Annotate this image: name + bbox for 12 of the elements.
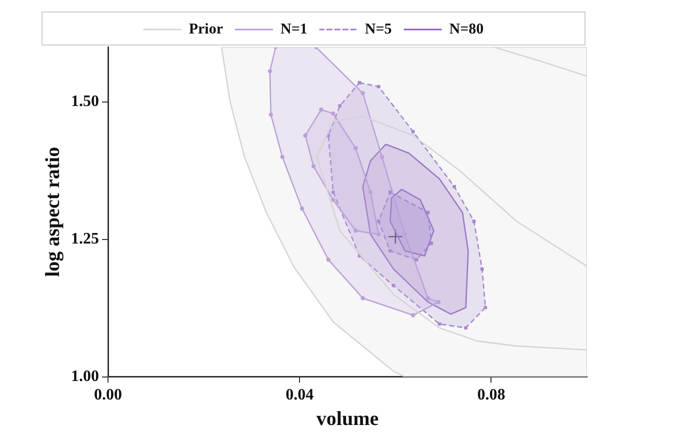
y-tick-label: 1.25 [71,230,99,248]
legend-label: Prior [188,21,224,38]
x-tick-label: 0.08 [477,386,506,404]
y-tick-label: 1.00 [71,368,99,385]
x-tick-label: 0.04 [286,386,314,404]
x-tick-label: 0.00 [94,386,122,404]
y-tick-label: 1.50 [71,93,99,110]
legend-label: N=1 [280,21,308,38]
legend-label: N=5 [364,21,392,38]
y-axis-title: log aspect ratio [42,146,64,277]
legend-label: N=80 [449,21,484,38]
x-axis-title: volume [316,408,379,430]
